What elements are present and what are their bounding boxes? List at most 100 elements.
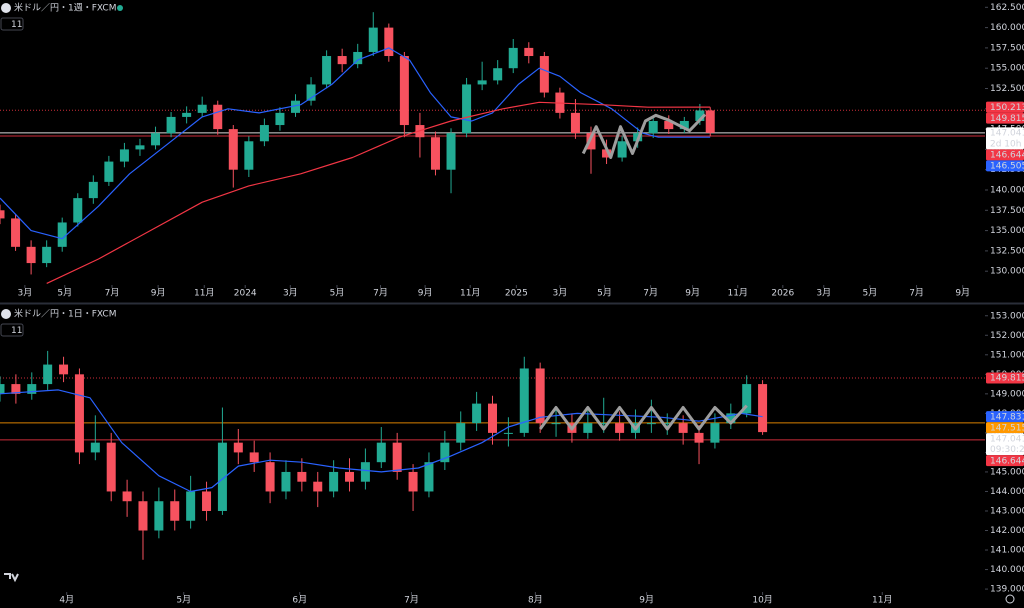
candle-body bbox=[615, 423, 625, 433]
price-label-box bbox=[986, 422, 1024, 434]
indicator-toggle[interactable] bbox=[0, 323, 24, 337]
y-tick-label: 152.500 bbox=[990, 84, 1024, 94]
candle-body bbox=[617, 141, 627, 158]
x-tick-label: 10月 bbox=[752, 595, 772, 606]
x-tick-label: 3月 bbox=[18, 288, 33, 299]
drawing bbox=[538, 404, 748, 431]
candle-body bbox=[73, 198, 83, 223]
candle-body bbox=[662, 423, 672, 425]
price-label: 147.041 bbox=[990, 434, 1024, 444]
price-label-box bbox=[986, 112, 1024, 124]
candle-body bbox=[360, 462, 370, 482]
x-tick-label: 5月 bbox=[863, 288, 878, 299]
y-tick-label: 143.000 bbox=[990, 506, 1024, 516]
y-tick-label: 142.000 bbox=[990, 526, 1024, 536]
price-label-box bbox=[986, 101, 1024, 113]
price-label: 149.815 bbox=[990, 374, 1024, 384]
moving-average bbox=[0, 389, 763, 493]
x-tick-label: 3月 bbox=[553, 288, 568, 299]
candle-body bbox=[758, 384, 768, 433]
candle-body bbox=[535, 368, 545, 424]
candle-body bbox=[42, 246, 52, 264]
candle-body bbox=[472, 403, 482, 424]
x-tick-label: 11月 bbox=[194, 288, 214, 299]
candle-body bbox=[586, 133, 596, 150]
candle-body bbox=[265, 462, 275, 492]
candle-body bbox=[306, 84, 316, 101]
x-tick-label: 5月 bbox=[597, 288, 612, 299]
candle-body bbox=[705, 110, 715, 133]
candle-body bbox=[694, 432, 704, 443]
y-tick-label: 155.000 bbox=[990, 64, 1024, 74]
price-label-box bbox=[986, 127, 1024, 150]
candle-body bbox=[202, 491, 212, 511]
y-tick-label: 151.000 bbox=[990, 350, 1024, 360]
candle-body bbox=[281, 471, 291, 492]
candle-body bbox=[186, 491, 196, 521]
price-label-box bbox=[986, 411, 1024, 423]
y-tick-label: 149.000 bbox=[990, 389, 1024, 399]
candle-body bbox=[0, 384, 5, 394]
candle-body bbox=[26, 246, 36, 264]
market-status-dot bbox=[117, 5, 123, 11]
price-label: 146.505 bbox=[990, 162, 1024, 172]
candle-body bbox=[664, 120, 674, 130]
x-tick-label: 4月 bbox=[59, 595, 74, 606]
indicator-count: 11 bbox=[11, 326, 22, 336]
candle-body bbox=[551, 423, 561, 425]
candle-body bbox=[313, 481, 323, 492]
symbol-icon bbox=[1, 309, 11, 319]
candle-body bbox=[0, 210, 5, 219]
candle-body bbox=[539, 56, 549, 93]
x-tick-label: 3月 bbox=[816, 288, 831, 299]
candle-body bbox=[583, 423, 593, 433]
countdown: 09:30:20 bbox=[990, 445, 1024, 455]
price-label: 150.213 bbox=[990, 103, 1024, 113]
candle-body bbox=[275, 112, 285, 126]
countdown: 2d 10h bbox=[990, 139, 1021, 149]
logo bbox=[4, 573, 19, 583]
y-tick-label: 139.000 bbox=[990, 585, 1024, 595]
y-tick-label: 132.500 bbox=[990, 246, 1024, 256]
candle-body bbox=[43, 364, 53, 385]
candle-body bbox=[462, 84, 472, 134]
candle-body bbox=[337, 56, 347, 65]
candle-body bbox=[424, 462, 434, 492]
candle-body bbox=[233, 442, 243, 453]
y-tick-label: 160.000 bbox=[990, 23, 1024, 33]
x-tick-label: 11月 bbox=[460, 288, 480, 299]
x-tick-label: 9月 bbox=[151, 288, 166, 299]
indicator-count: 11 bbox=[11, 20, 22, 30]
candle-body bbox=[249, 452, 259, 463]
x-tick-label: 9月 bbox=[955, 288, 970, 299]
indicator-toggle[interactable] bbox=[0, 17, 24, 31]
candle-body bbox=[59, 364, 69, 375]
candle-body bbox=[477, 80, 487, 85]
x-tick-label: 9月 bbox=[418, 288, 433, 299]
price-label-box bbox=[986, 372, 1024, 384]
candle-body bbox=[710, 423, 720, 443]
candle-body bbox=[384, 27, 394, 57]
x-tick-label: 2026 bbox=[771, 289, 794, 299]
x-tick-label: 2024 bbox=[234, 289, 257, 299]
candle-body bbox=[695, 110, 705, 121]
candle-body bbox=[170, 501, 180, 521]
x-tick-label: 7月 bbox=[404, 595, 419, 606]
price-label-box bbox=[986, 433, 1024, 456]
candle-body bbox=[353, 51, 363, 65]
x-tick-label: 2025 bbox=[505, 289, 528, 299]
candle-body bbox=[392, 442, 402, 472]
candle-body bbox=[244, 141, 254, 170]
settings-icon[interactable] bbox=[1005, 594, 1015, 604]
candle-body bbox=[488, 403, 497, 433]
y-tick-label: 144.000 bbox=[990, 487, 1024, 497]
candle-body bbox=[646, 423, 656, 425]
x-tick-label: 11月 bbox=[872, 595, 892, 606]
y-tick-label: 135.000 bbox=[990, 226, 1024, 236]
candle-body bbox=[430, 137, 440, 170]
candle-body bbox=[197, 104, 207, 113]
y-tick-label: 162.500 bbox=[990, 3, 1024, 13]
candle-body bbox=[368, 27, 378, 52]
candle-body bbox=[679, 120, 689, 130]
candle-body bbox=[217, 442, 227, 511]
